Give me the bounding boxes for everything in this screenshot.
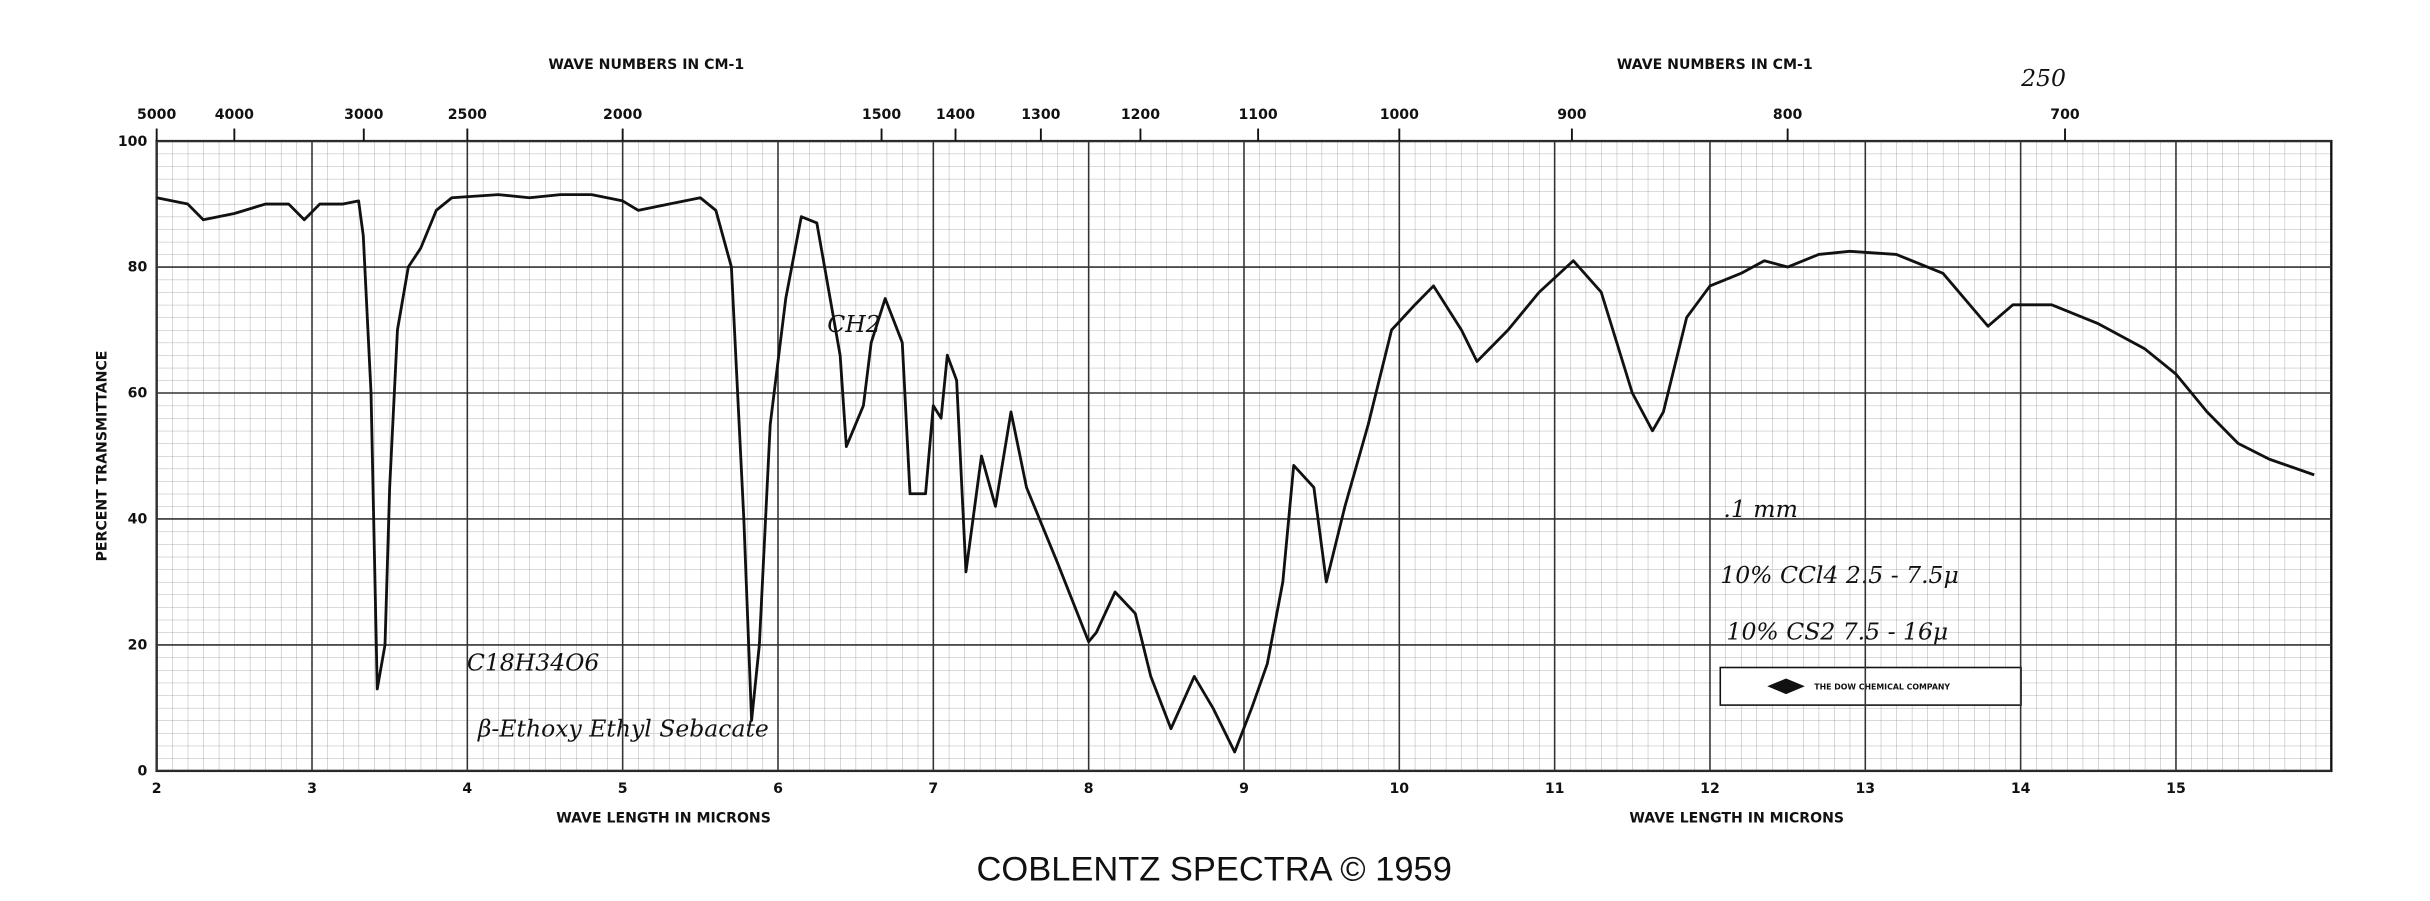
x-axis-label: WAVE LENGTH IN MICRONS	[1629, 811, 1844, 827]
x2-tick-label: 900	[1557, 107, 1587, 123]
x-tick-label: 4	[462, 781, 472, 797]
x2-axis-label: WAVE NUMBERS IN CM-1	[1617, 57, 1813, 73]
y-tick-label: 60	[128, 386, 148, 402]
x-tick-label: 7	[928, 781, 938, 797]
x-tick-label: 3	[307, 781, 317, 797]
y-axis-label: PERCENT TRANSMITTANCE	[95, 351, 111, 562]
x2-tick-label: 5000	[137, 107, 176, 123]
x-tick-label: 11	[1545, 781, 1565, 797]
x-tick-label: 5	[618, 781, 628, 797]
annotation: 10% CCl4 2.5 - 7.5μ	[1720, 561, 1959, 589]
x2-tick-label: 1000	[1380, 107, 1419, 123]
company-logo	[1767, 678, 1805, 695]
x2-tick-label: 1200	[1121, 107, 1160, 123]
x-tick-label: 15	[2166, 781, 2186, 797]
x2-tick-label: 1400	[936, 107, 975, 123]
x2-tick-label: 1500	[862, 107, 901, 123]
sheet-number: 250	[2020, 64, 2066, 92]
company-name: THE DOW CHEMICAL COMPANY	[1814, 682, 1950, 691]
annotation: C18H34O6	[467, 649, 600, 677]
x2-tick-label: 700	[2050, 107, 2080, 123]
y-tick-label: 0	[137, 764, 147, 780]
x2-axis-label: WAVE NUMBERS IN CM-1	[548, 57, 744, 73]
spectrum-line	[156, 193, 2315, 754]
x2-tick-label: 800	[1773, 107, 1803, 123]
x-tick-label: 9	[1239, 781, 1249, 797]
x-tick-label: 10	[1390, 781, 1410, 797]
x2-tick-label: 1300	[1021, 107, 1060, 123]
x-tick-label: 8	[1084, 781, 1094, 797]
x-tick-label: 12	[1700, 781, 1720, 797]
y-tick-label: 80	[128, 260, 148, 276]
y-tick-label: 100	[118, 134, 148, 150]
x-tick-label: 13	[1855, 781, 1875, 797]
y-tick-label: 20	[128, 638, 148, 654]
footer: COBLENTZ SPECTRA © 1959	[977, 851, 1452, 889]
x-tick-label: 2	[152, 781, 162, 797]
x2-tick-label: 2000	[603, 107, 642, 123]
x2-tick-label: 1100	[1238, 107, 1277, 123]
x2-tick-label: 4000	[215, 107, 254, 123]
annotation: 10% CS2 7.5 - 16μ	[1727, 617, 1949, 645]
x-tick-label: 6	[773, 781, 783, 797]
y-tick-label: 40	[128, 512, 148, 528]
x2-tick-label: 3000	[344, 107, 383, 123]
x2-tick-label: 2500	[448, 107, 487, 123]
x-tick-label: 14	[2011, 781, 2031, 797]
x-axis-label: WAVE LENGTH IN MICRONS	[556, 811, 771, 827]
